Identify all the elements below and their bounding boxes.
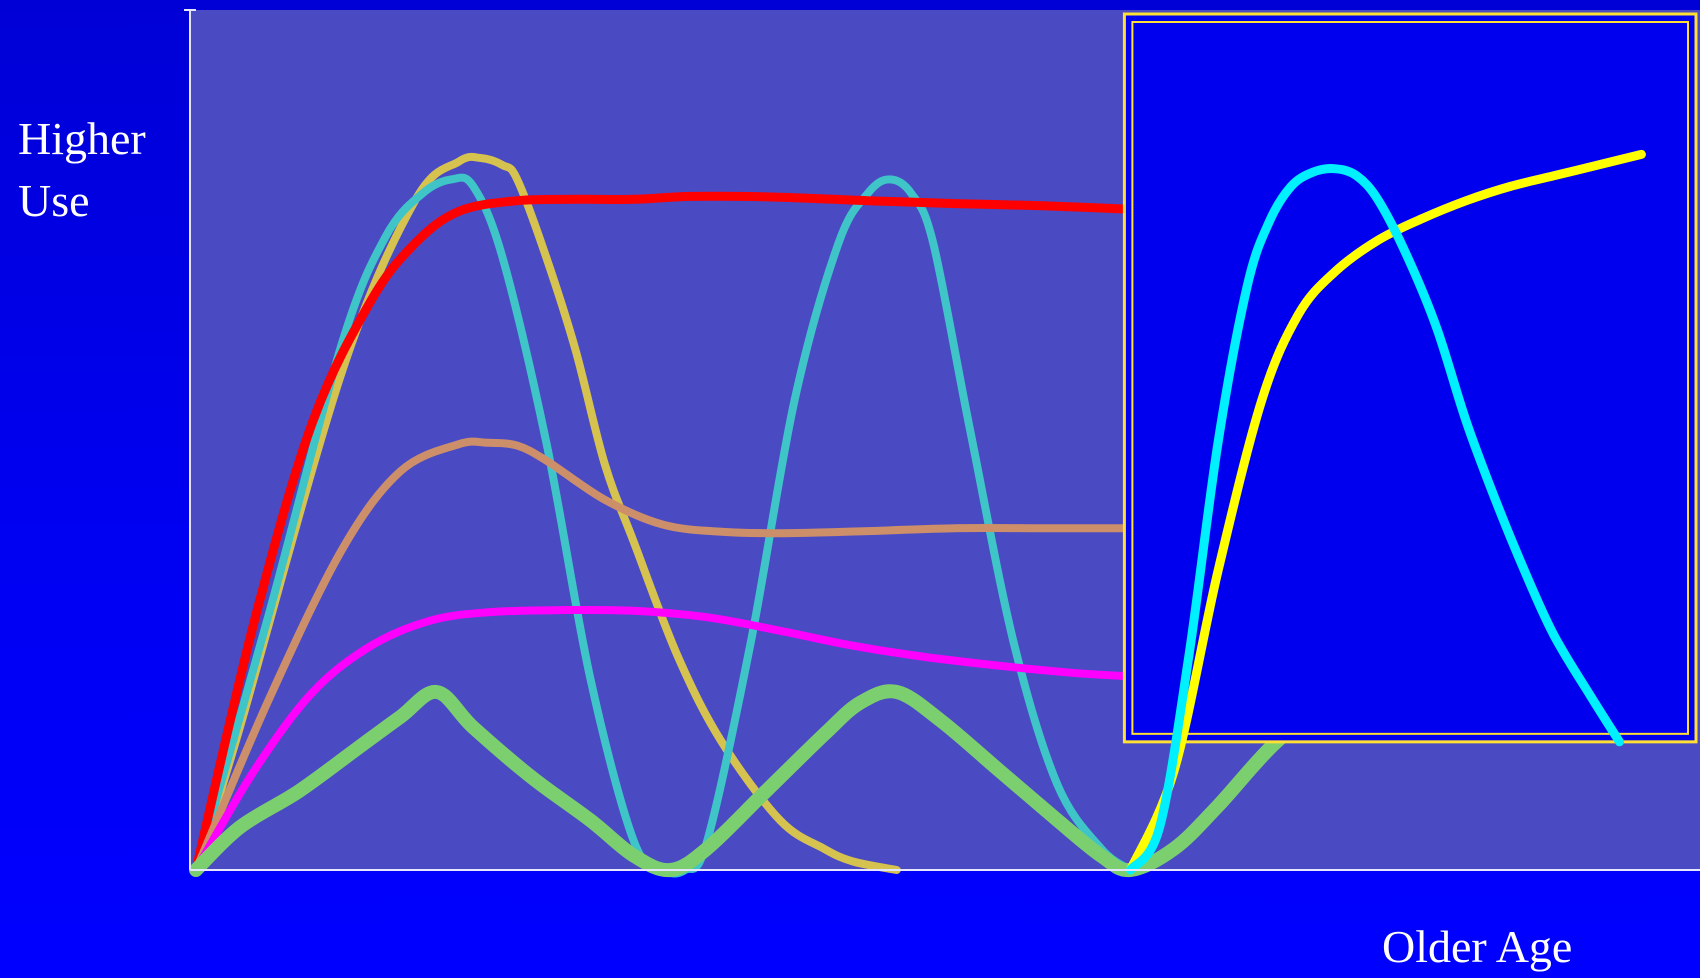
highlight-series-layer <box>1125 149 1646 875</box>
highlight-frame-outer <box>1122 12 1698 744</box>
y-axis-label: Higher Use <box>18 108 146 232</box>
highlight-frame-inner <box>1131 21 1689 735</box>
series-line-8 <box>1125 164 1624 875</box>
highlight-region <box>1122 12 1698 744</box>
y-axis-label-line-2: Use <box>18 175 90 226</box>
y-axis-label-line-1: Higher <box>18 113 146 164</box>
series-line-7 <box>1125 149 1646 875</box>
x-axis-label: Older Age <box>1382 921 1573 972</box>
